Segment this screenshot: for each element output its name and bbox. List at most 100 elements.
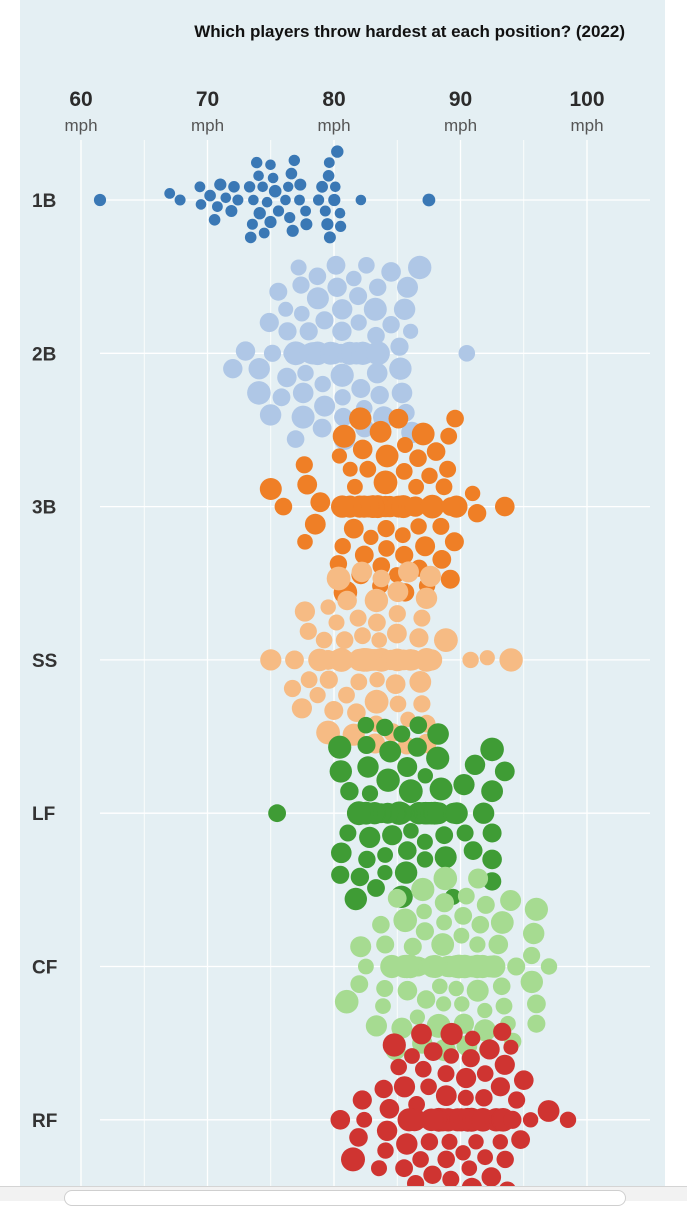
data-point-cf[interactable] — [453, 927, 470, 944]
data-point-3b[interactable] — [444, 532, 464, 552]
data-point-rf[interactable] — [457, 1089, 474, 1106]
data-point-2b[interactable] — [370, 385, 389, 405]
data-point-3b[interactable] — [274, 497, 293, 516]
data-point-rf[interactable] — [393, 1076, 416, 1098]
data-point-ss[interactable] — [499, 648, 523, 672]
data-point-ss[interactable] — [387, 581, 409, 603]
data-point-cf[interactable] — [527, 1014, 546, 1033]
data-point-cf[interactable] — [358, 958, 374, 975]
data-point-3b[interactable] — [394, 527, 411, 544]
data-point-2b[interactable] — [263, 344, 282, 362]
data-point-3b[interactable] — [426, 442, 446, 461]
data-point-2b[interactable] — [349, 287, 368, 306]
data-point-lf[interactable] — [331, 842, 352, 864]
data-point-rf[interactable] — [479, 1039, 500, 1060]
data-point-ss[interactable] — [350, 673, 368, 691]
data-point-cf[interactable] — [403, 937, 422, 956]
data-point-rf[interactable] — [494, 1054, 515, 1075]
data-point-2b[interactable] — [358, 257, 375, 274]
data-point-3b[interactable] — [331, 495, 354, 518]
data-point-1b[interactable] — [232, 194, 244, 206]
data-point-ss[interactable] — [337, 590, 357, 611]
data-point-cf[interactable] — [416, 990, 436, 1009]
data-point-rf[interactable] — [522, 1112, 539, 1128]
data-point-3b[interactable] — [372, 557, 391, 575]
data-point-cf[interactable] — [488, 934, 509, 955]
data-point-3b[interactable] — [467, 504, 487, 523]
data-point-cf[interactable] — [350, 936, 372, 958]
data-point-2b[interactable] — [351, 379, 371, 398]
data-point-3b[interactable] — [408, 478, 424, 495]
data-point-cf[interactable] — [334, 989, 359, 1014]
data-point-ss[interactable] — [349, 609, 367, 627]
data-point-3b[interactable] — [395, 463, 413, 480]
data-point-2b[interactable] — [247, 381, 271, 405]
data-point-rf[interactable] — [390, 1058, 408, 1076]
data-point-3b[interactable] — [421, 467, 438, 484]
data-point-3b[interactable] — [397, 437, 413, 453]
data-point-3b[interactable] — [359, 460, 377, 478]
data-point-cf[interactable] — [500, 890, 522, 911]
data-point-1b[interactable] — [323, 231, 336, 244]
data-point-2b[interactable] — [366, 341, 390, 366]
data-point-1b[interactable] — [244, 231, 257, 244]
data-point-ss[interactable] — [351, 561, 373, 583]
data-point-ss[interactable] — [415, 587, 438, 609]
data-point-1b[interactable] — [322, 170, 335, 182]
data-point-rf[interactable] — [514, 1070, 534, 1090]
data-point-1b[interactable] — [319, 205, 331, 217]
data-point-1b[interactable] — [243, 181, 256, 193]
data-point-ss[interactable] — [328, 614, 345, 631]
data-point-lf[interactable] — [376, 718, 394, 737]
data-point-3b[interactable] — [349, 407, 372, 430]
data-point-2b[interactable] — [332, 321, 352, 341]
data-point-2b[interactable] — [277, 367, 297, 388]
data-point-ss[interactable] — [364, 689, 389, 714]
data-point-2b[interactable] — [283, 345, 300, 362]
data-point-lf[interactable] — [328, 735, 352, 759]
data-point-2b[interactable] — [327, 277, 347, 297]
data-point-1b[interactable] — [208, 214, 221, 226]
data-point-1b[interactable] — [286, 224, 299, 237]
data-point-3b[interactable] — [439, 460, 457, 478]
data-point-2b[interactable] — [314, 375, 331, 393]
data-point-1b[interactable] — [195, 199, 207, 210]
data-point-1b[interactable] — [268, 184, 282, 198]
data-point-3b[interactable] — [464, 485, 481, 502]
data-point-ss[interactable] — [294, 601, 315, 622]
data-point-rf[interactable] — [442, 1170, 460, 1186]
data-point-cf[interactable] — [457, 887, 475, 905]
data-point-ss[interactable] — [462, 651, 479, 669]
data-point-ss[interactable] — [299, 622, 317, 640]
data-point-lf[interactable] — [417, 768, 433, 784]
data-point-lf[interactable] — [398, 841, 417, 860]
data-point-ss[interactable] — [369, 672, 385, 688]
data-point-1b[interactable] — [288, 154, 300, 167]
data-point-rf[interactable] — [511, 1130, 530, 1149]
data-point-rf[interactable] — [411, 1023, 432, 1045]
data-point-2b[interactable] — [397, 276, 418, 298]
data-point-3b[interactable] — [310, 492, 331, 513]
data-point-ss[interactable] — [389, 695, 407, 713]
data-point-lf[interactable] — [376, 768, 400, 792]
data-point-cf[interactable] — [431, 933, 455, 956]
data-point-rf[interactable] — [404, 1048, 420, 1064]
data-point-cf[interactable] — [471, 915, 490, 934]
data-point-lf[interactable] — [339, 824, 357, 842]
data-point-lf[interactable] — [357, 736, 376, 754]
data-point-1b[interactable] — [93, 193, 107, 207]
data-point-1b[interactable] — [328, 193, 341, 207]
address-field[interactable] — [64, 1190, 626, 1206]
data-point-lf[interactable] — [427, 723, 449, 745]
data-point-rf[interactable] — [382, 1033, 406, 1057]
data-point-2b[interactable] — [278, 301, 294, 317]
data-point-3b[interactable] — [377, 520, 395, 538]
data-point-lf[interactable] — [453, 774, 475, 796]
data-point-3b[interactable] — [405, 496, 426, 517]
data-point-rf[interactable] — [441, 1133, 458, 1150]
data-point-2b[interactable] — [458, 345, 476, 362]
data-point-2b[interactable] — [235, 341, 256, 361]
data-point-cf[interactable] — [523, 922, 545, 945]
data-point-cf[interactable] — [454, 907, 473, 925]
data-point-cf[interactable] — [476, 895, 495, 914]
